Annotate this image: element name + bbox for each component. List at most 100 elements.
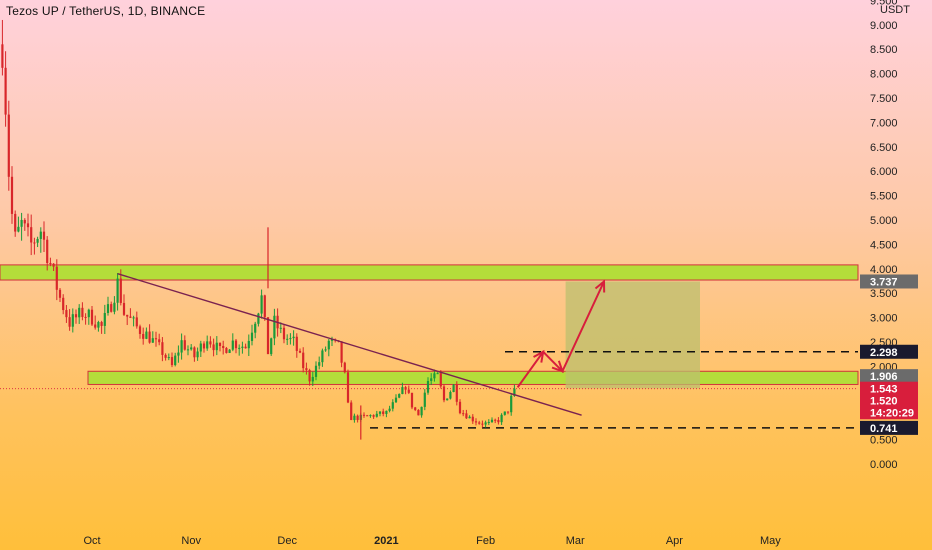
candle-body	[311, 376, 314, 382]
candle-body	[231, 340, 234, 350]
y-tick-label: 8.000	[870, 69, 898, 81]
candle-body	[46, 239, 49, 263]
candle-body	[305, 368, 308, 371]
candle-body	[286, 338, 289, 340]
candle-body	[430, 378, 433, 381]
candle-body	[270, 338, 273, 355]
candle-body	[410, 392, 414, 408]
trendline	[117, 273, 582, 416]
x-tick-label: Nov	[181, 535, 201, 547]
candle-body	[228, 349, 231, 353]
x-tick-label: Dec	[277, 535, 297, 547]
y-tick-label: 6.000	[870, 166, 898, 178]
candle-body	[318, 362, 321, 366]
candle-body	[65, 310, 68, 318]
candle-body	[468, 416, 471, 419]
candle-body	[366, 415, 369, 417]
candle-body	[49, 262, 52, 264]
candle-body	[209, 341, 212, 345]
candle-body	[394, 397, 398, 403]
x-tick-label: Mar	[566, 535, 585, 547]
candle-body	[116, 278, 119, 303]
candle-body	[510, 395, 513, 413]
candle-body	[465, 413, 468, 419]
candle-body	[42, 231, 46, 240]
candle-body	[138, 326, 142, 334]
candle-body	[398, 393, 401, 398]
candle-body	[113, 302, 116, 312]
candle-body	[244, 346, 247, 349]
candle-body	[346, 372, 350, 403]
candle-body	[273, 315, 276, 339]
candle-body	[446, 398, 449, 401]
candle-body	[148, 331, 151, 343]
candle-body	[17, 226, 20, 232]
candle-body	[433, 373, 436, 379]
candle-body	[193, 347, 196, 358]
candle-body	[55, 266, 58, 290]
price-tag-current-bg	[860, 381, 918, 396]
candle-body	[4, 67, 7, 115]
candle-body	[257, 313, 260, 324]
candle-body	[142, 333, 145, 339]
candle-body	[330, 339, 334, 341]
candle-body	[247, 340, 250, 349]
candle-body	[202, 343, 206, 349]
price-tag-0741-bg	[860, 420, 918, 435]
candle-body	[292, 336, 295, 339]
candle-body	[71, 314, 74, 327]
y-tick-label: 5.000	[870, 215, 898, 227]
candle-body	[417, 409, 420, 416]
candle-body	[81, 307, 84, 317]
y-tick-label: 9.000	[870, 20, 898, 32]
candle-body	[14, 213, 17, 232]
candle-body	[471, 416, 474, 422]
arrowhead	[533, 349, 545, 363]
chart-title: Tezos UP / TetherUS, 1D, BINANCE	[6, 4, 206, 18]
candle-body	[282, 327, 286, 340]
candle-body	[52, 263, 55, 267]
candle-body	[74, 314, 78, 318]
candle-body	[167, 357, 170, 359]
candle-body	[439, 373, 442, 387]
candle-body	[462, 413, 465, 415]
price-tag-1520: 1.520	[870, 396, 898, 408]
arrowhead	[551, 360, 565, 373]
candle-body	[78, 307, 81, 318]
candle-body	[487, 421, 490, 423]
candle-body	[94, 324, 97, 328]
candle-body	[36, 238, 39, 243]
candle-body	[119, 278, 122, 303]
price-tag-2298-bg	[860, 344, 918, 359]
y-tick-label: 0.000	[870, 459, 898, 471]
candle-body	[174, 355, 177, 366]
x-tick-label: May	[760, 535, 781, 547]
candle-body	[164, 354, 167, 358]
price-axis-unit: USDT	[880, 4, 910, 16]
candle-body	[68, 317, 71, 327]
candle-body	[177, 352, 180, 356]
candle-body	[161, 342, 164, 355]
candle-body	[423, 392, 426, 407]
candle-body	[7, 114, 10, 177]
candle-body	[369, 415, 372, 417]
candle-body	[420, 406, 423, 416]
candle-body	[298, 350, 302, 353]
y-tick-label: 7.000	[870, 117, 898, 129]
price-tag-2298: 2.298	[870, 347, 898, 359]
candle-body	[401, 387, 404, 394]
candle-body	[474, 421, 478, 423]
candle-body	[378, 411, 382, 414]
candle-body	[196, 351, 199, 358]
price-tag-0741: 0.741	[870, 423, 898, 435]
candle-body	[343, 362, 346, 373]
y-tick-label: 0.500	[870, 435, 898, 447]
y-tick-label: 7.500	[870, 93, 898, 105]
candle-body	[266, 317, 270, 355]
candle-body	[90, 309, 94, 325]
candle-body	[222, 345, 225, 349]
x-tick-label: 2021	[374, 535, 398, 547]
arrowhead	[594, 279, 606, 293]
